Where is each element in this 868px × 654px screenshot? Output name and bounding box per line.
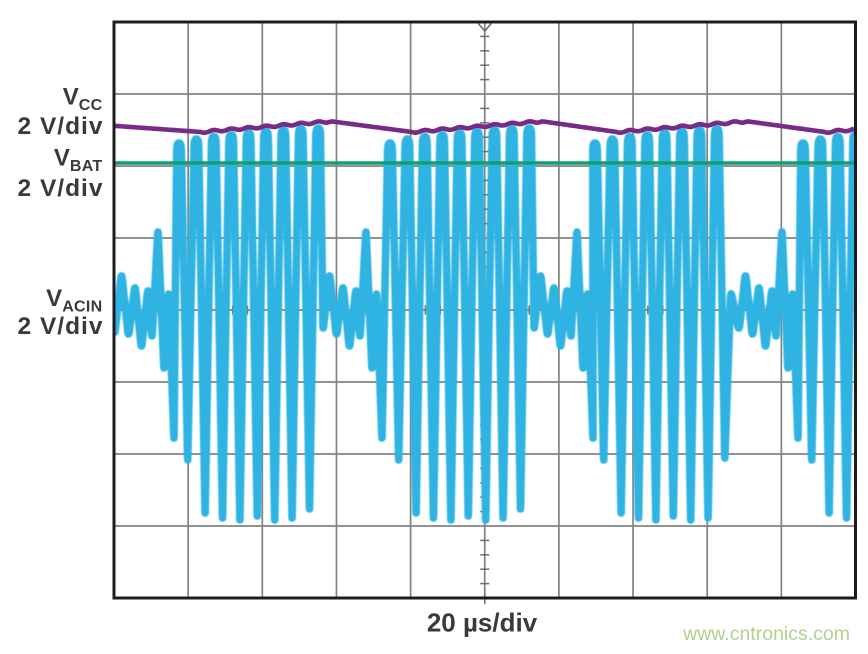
svg-text:VACIN: VACIN (46, 285, 102, 316)
svg-text:20 µs/div: 20 µs/div (427, 608, 538, 638)
svg-text:www.cntronics.com: www.cntronics.com (682, 623, 850, 645)
svg-text:2 V/div: 2 V/div (18, 113, 104, 140)
svg-text:VBAT: VBAT (54, 145, 103, 176)
svg-text:2 V/div: 2 V/div (18, 175, 104, 202)
svg-text:2 V/div: 2 V/div (18, 313, 104, 340)
svg-text:VCC: VCC (63, 84, 103, 115)
